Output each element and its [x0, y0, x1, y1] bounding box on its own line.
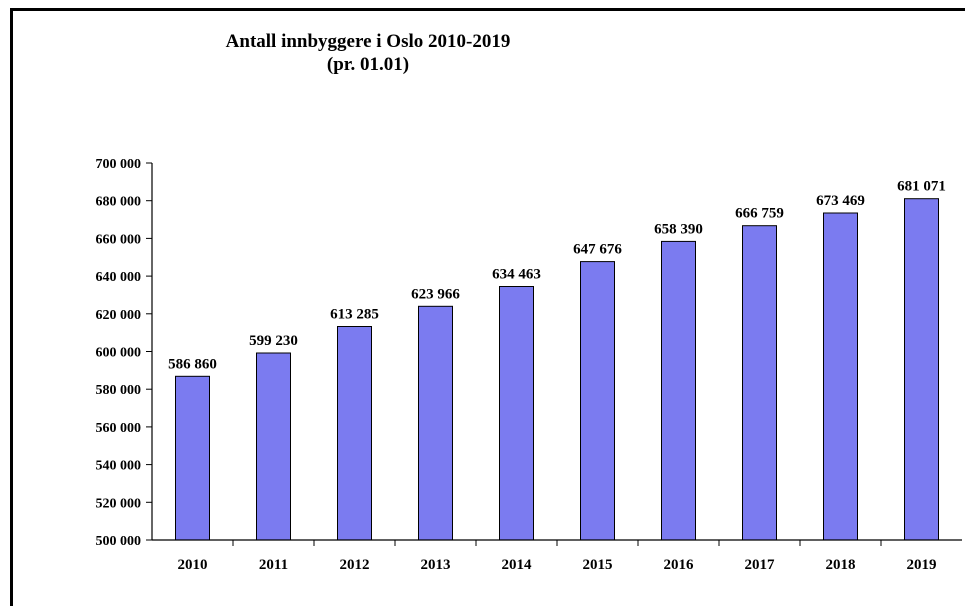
data-label-2012: 613 285 — [330, 307, 379, 323]
bar-2011 — [256, 352, 291, 541]
x-tick-label-2013: 2013 — [421, 557, 451, 573]
x-tick-label-2010: 2010 — [178, 557, 208, 573]
y-tick-label: 580 000 — [96, 383, 142, 398]
y-tick-label: 640 000 — [96, 270, 142, 285]
x-tick-label-2016: 2016 — [664, 557, 695, 573]
y-tick-label: 660 000 — [96, 232, 142, 247]
y-tick-label: 600 000 — [96, 346, 142, 361]
data-label-2016: 658 390 — [654, 221, 703, 237]
y-tick-label: 500 000 — [96, 534, 142, 549]
y-tick-label: 520 000 — [96, 496, 142, 511]
data-label-2014: 634 463 — [492, 267, 541, 283]
bar-2017 — [742, 225, 777, 541]
data-label-2018: 673 469 — [816, 193, 865, 209]
data-label-2017: 666 759 — [735, 206, 784, 222]
y-tick-label: 540 000 — [96, 459, 142, 474]
chart-subtitle: (pr. 01.01) — [326, 54, 410, 75]
x-tick-label-2017: 2017 — [745, 557, 776, 573]
bar-2012 — [337, 326, 372, 541]
bar-2019 — [904, 198, 939, 541]
bar-2015 — [580, 261, 615, 541]
bar-2014 — [499, 286, 534, 541]
x-tick-label-2018: 2018 — [826, 557, 856, 573]
data-label-2013: 623 966 — [411, 286, 460, 302]
data-label-2015: 647 676 — [573, 242, 622, 258]
data-label-2011: 599 230 — [249, 333, 298, 349]
chart-title-block: Antall innbyggere i Oslo 2010-2019 (pr. … — [198, 30, 538, 76]
x-tick-label-2014: 2014 — [502, 557, 533, 573]
y-tick-label: 620 000 — [96, 308, 142, 323]
bar-2013 — [418, 305, 453, 541]
bar-2010 — [175, 375, 210, 541]
x-tick-label-2011: 2011 — [259, 557, 288, 573]
y-tick-label: 700 000 — [96, 157, 142, 172]
y-tick-label: 560 000 — [96, 421, 142, 436]
data-label-2019: 681 071 — [897, 179, 946, 195]
x-tick-label-2015: 2015 — [583, 557, 613, 573]
x-tick-label-2012: 2012 — [340, 557, 370, 573]
bar-2018 — [823, 212, 858, 541]
x-tick-label-2019: 2019 — [907, 557, 937, 573]
chart-frame — [10, 8, 965, 606]
data-label-2010: 586 860 — [168, 356, 217, 372]
y-tick-label: 680 000 — [96, 195, 142, 210]
chart-title: Antall innbyggere i Oslo 2010-2019 — [225, 31, 511, 52]
bar-2016 — [661, 240, 696, 541]
